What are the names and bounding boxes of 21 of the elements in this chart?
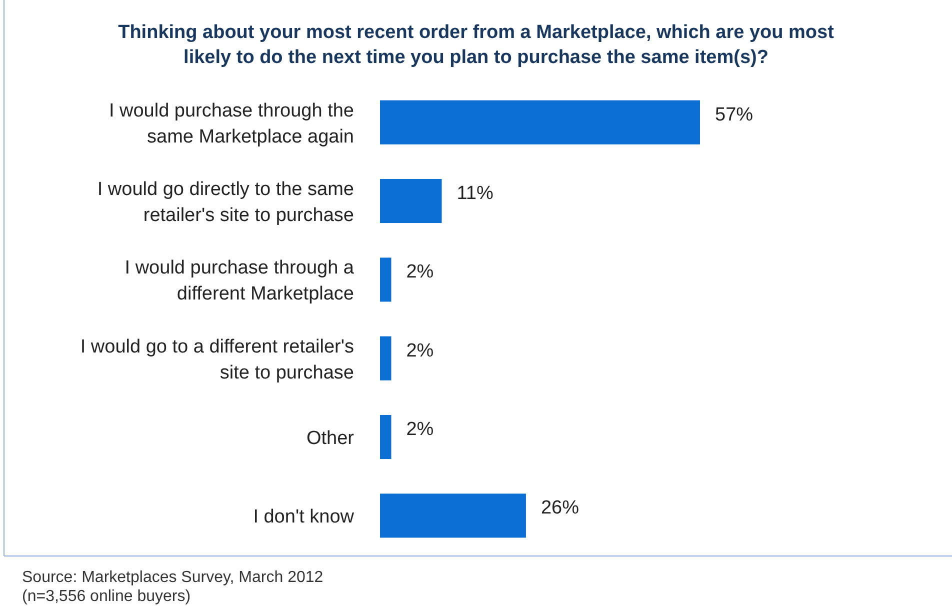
bar <box>380 178 442 224</box>
text: (n=3,556 online buyers) <box>22 588 191 605</box>
bar <box>380 494 526 538</box>
y-tick-label: I would purchase through a different Marketplace <box>124 258 354 305</box>
y-tick-label: I would go to a different retailer's site to purchase <box>80 336 354 384</box>
data-label: 2% <box>406 340 434 362</box>
bar <box>380 336 392 380</box>
bar <box>380 100 700 144</box>
y-tick-label: I would go directly to the same retailer's site to purchase <box>97 179 354 226</box>
y-tick-label: I would purchase through the same Marketplace again <box>108 100 354 148</box>
source-note: Source: Marketplaces Survey, March 2012 <box>22 569 324 586</box>
y-tick-label: I don't know <box>253 506 354 528</box>
data-label: 2% <box>406 262 434 283</box>
bar <box>380 414 392 460</box>
bar <box>380 258 392 302</box>
data-label: 57% <box>715 104 754 126</box>
data-label: 11% <box>456 182 494 204</box>
data-label: 26% <box>540 498 580 519</box>
chart-title: Thinking about your most recent order from a Marketplace, which are you most likely to do the next time you plan to purchase the same item(s)? <box>118 22 835 68</box>
data-label: 2% <box>406 418 434 440</box>
y-tick-label: Other <box>306 428 355 449</box>
